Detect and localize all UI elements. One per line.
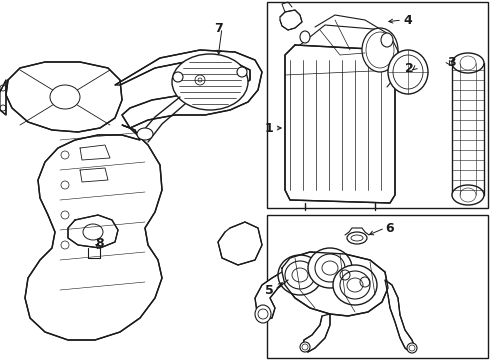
- Polygon shape: [255, 272, 288, 320]
- Polygon shape: [385, 280, 415, 352]
- Polygon shape: [0, 80, 6, 115]
- Ellipse shape: [173, 72, 183, 82]
- Ellipse shape: [452, 185, 484, 205]
- Ellipse shape: [388, 50, 428, 94]
- Polygon shape: [302, 314, 330, 352]
- Text: 4: 4: [404, 14, 413, 27]
- Ellipse shape: [340, 271, 370, 299]
- Ellipse shape: [237, 67, 247, 77]
- Text: 3: 3: [448, 55, 456, 68]
- Ellipse shape: [285, 261, 315, 289]
- Ellipse shape: [137, 128, 153, 140]
- Polygon shape: [285, 45, 395, 203]
- Ellipse shape: [452, 53, 484, 73]
- Text: 7: 7: [214, 22, 222, 35]
- Text: 2: 2: [405, 62, 414, 75]
- Ellipse shape: [315, 254, 345, 282]
- Text: 6: 6: [386, 221, 394, 234]
- Ellipse shape: [381, 33, 393, 47]
- Polygon shape: [115, 50, 262, 128]
- Ellipse shape: [50, 85, 80, 109]
- Ellipse shape: [300, 342, 310, 352]
- Bar: [267, 2, 488, 208]
- Ellipse shape: [278, 255, 322, 295]
- Text: 1: 1: [265, 122, 273, 135]
- Text: 5: 5: [265, 284, 273, 297]
- Ellipse shape: [255, 305, 271, 323]
- Bar: [267, 215, 488, 358]
- Ellipse shape: [300, 31, 310, 43]
- Text: 8: 8: [96, 237, 104, 249]
- Polygon shape: [6, 62, 122, 132]
- Polygon shape: [68, 215, 118, 248]
- Polygon shape: [218, 222, 262, 265]
- Ellipse shape: [172, 54, 248, 110]
- Ellipse shape: [333, 265, 377, 305]
- Ellipse shape: [347, 232, 367, 244]
- Polygon shape: [282, 252, 388, 316]
- Ellipse shape: [407, 343, 417, 353]
- Ellipse shape: [362, 28, 398, 72]
- Ellipse shape: [308, 248, 352, 288]
- Polygon shape: [25, 125, 162, 340]
- Polygon shape: [280, 10, 302, 30]
